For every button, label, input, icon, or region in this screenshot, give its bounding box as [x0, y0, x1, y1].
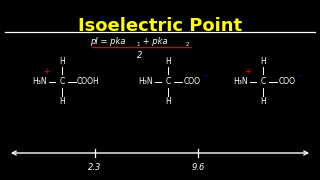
Text: COOH: COOH — [76, 78, 100, 87]
Text: + pka: + pka — [140, 37, 168, 46]
Text: H: H — [59, 57, 65, 66]
Text: H₃N: H₃N — [234, 78, 248, 87]
Text: 9.6: 9.6 — [191, 163, 205, 172]
Text: H: H — [165, 98, 171, 107]
Text: C: C — [165, 78, 171, 87]
Text: Isoelectric Point: Isoelectric Point — [78, 17, 242, 35]
Text: −: − — [202, 73, 208, 78]
Text: C: C — [60, 78, 65, 87]
Text: 2: 2 — [137, 51, 143, 60]
Text: H: H — [59, 98, 65, 107]
Text: pI = pka: pI = pka — [90, 37, 125, 46]
Text: H: H — [260, 98, 266, 107]
Text: +: + — [244, 66, 250, 75]
Text: COO: COO — [278, 78, 295, 87]
Text: COO: COO — [183, 78, 201, 87]
Text: 2: 2 — [186, 42, 189, 46]
Text: H: H — [165, 57, 171, 66]
Text: +: + — [43, 66, 49, 75]
Text: C: C — [260, 78, 266, 87]
Text: H₃N: H₃N — [139, 78, 153, 87]
Text: −: − — [297, 73, 303, 78]
Text: 2.3: 2.3 — [88, 163, 102, 172]
Text: H₃N: H₃N — [33, 78, 47, 87]
Text: H: H — [260, 57, 266, 66]
Text: 1: 1 — [136, 42, 140, 46]
